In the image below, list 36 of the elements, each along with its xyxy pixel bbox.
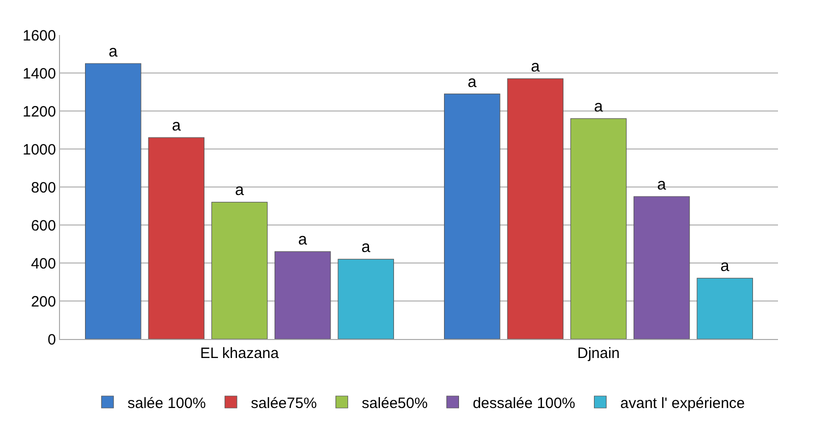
y-tick-label: 800: [30, 179, 56, 196]
bar: [634, 196, 690, 339]
y-tick-label: 400: [30, 255, 56, 272]
y-tick-label: 1200: [22, 103, 56, 120]
data-label: a: [298, 232, 308, 249]
data-label: a: [720, 258, 730, 276]
legend-label: avant l' expérience: [620, 394, 745, 412]
data-label: a: [172, 118, 181, 135]
data-label: a: [594, 98, 603, 116]
legend-label: salée75%: [250, 394, 317, 412]
bar: [148, 137, 204, 339]
data-label: a: [530, 58, 540, 76]
legend-label: salée 100%: [128, 394, 206, 412]
data-label: a: [235, 182, 244, 200]
data-label: a: [657, 176, 666, 194]
x-tick-label: EL khazana: [200, 345, 280, 362]
bar: [507, 78, 564, 339]
y-tick-label: 1600: [22, 27, 56, 44]
data-label: a: [361, 239, 370, 256]
bar: [338, 258, 394, 339]
bar: [444, 94, 500, 339]
bar: [211, 202, 268, 339]
data-label: a: [468, 74, 477, 91]
bar: [696, 278, 753, 339]
data-label: a: [108, 44, 118, 60]
y-tick-label: 0: [48, 331, 56, 348]
y-tick-label: 600: [30, 217, 56, 234]
y-tick-label: 1000: [22, 141, 56, 158]
legend-label: salée50%: [362, 394, 428, 412]
y-tick-label: 1400: [22, 65, 56, 82]
bar: [570, 118, 627, 339]
bar: [85, 63, 142, 339]
legend-label: dessalée 100%: [472, 394, 576, 412]
x-tick-label: Djnain: [577, 345, 620, 362]
y-tick-label: 200: [30, 293, 56, 310]
bar: [274, 251, 331, 339]
